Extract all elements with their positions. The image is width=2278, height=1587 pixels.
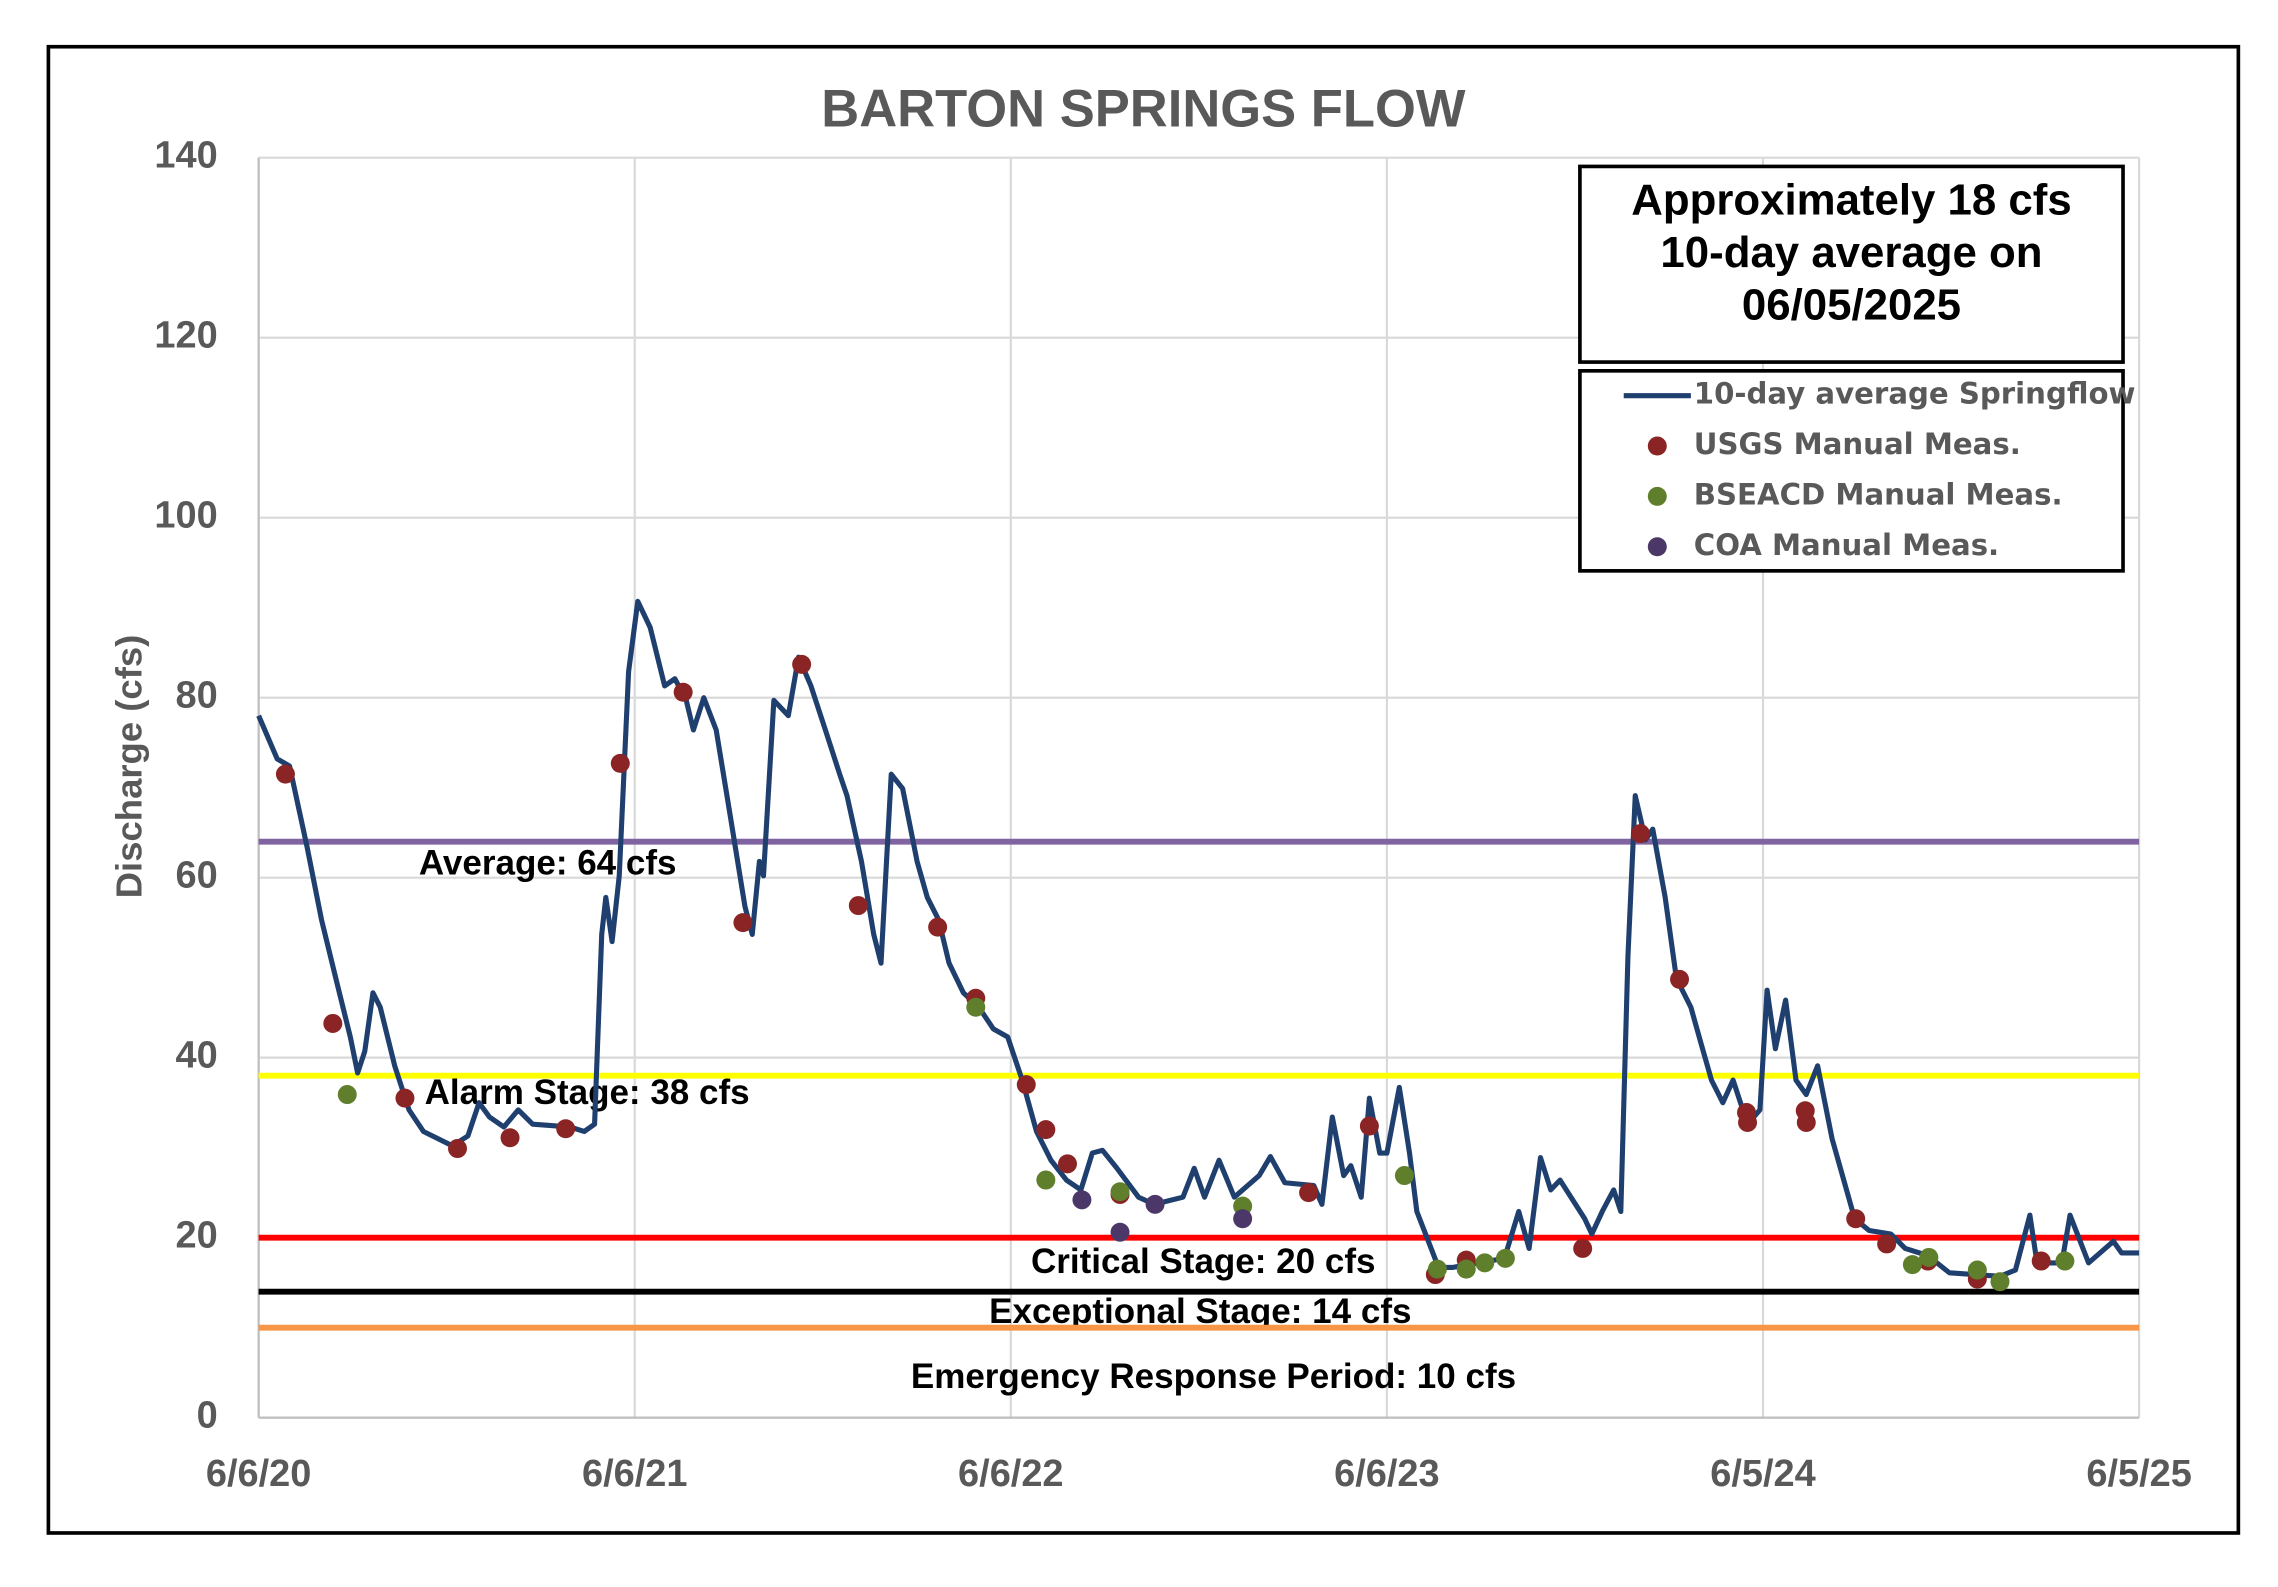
legend-label: BSEACD Manual Meas. — [1694, 477, 2063, 511]
annotation-box — [1578, 164, 2125, 364]
data-point — [1016, 1075, 1036, 1095]
data-point — [1036, 1170, 1056, 1190]
data-point — [323, 1013, 343, 1033]
data-point — [848, 896, 868, 916]
annotation-text: Approximately 18 cfs — [1631, 175, 2071, 224]
legend-swatch — [1647, 436, 1667, 456]
data-point — [500, 1128, 520, 1148]
data-point — [1630, 824, 1650, 844]
data-point — [1072, 1190, 1092, 1210]
y-tick-label: 40 — [176, 1035, 218, 1077]
data-point — [1057, 1154, 1077, 1174]
reference-label: Critical Stage: 20 cfs — [1031, 1242, 1375, 1281]
y-tick-label: 80 — [176, 675, 218, 717]
data-point — [395, 1088, 415, 1108]
data-point — [1877, 1234, 1897, 1254]
data-point — [1846, 1209, 1866, 1229]
data-point — [1573, 1238, 1593, 1258]
data-point — [275, 764, 295, 784]
data-point — [1456, 1259, 1476, 1279]
data-point — [1233, 1209, 1253, 1229]
x-tick-label: 6/6/22 — [958, 1453, 1063, 1495]
data-point — [1359, 1116, 1379, 1136]
data-point — [1796, 1112, 1816, 1132]
data-point — [792, 654, 812, 674]
data-point — [966, 997, 986, 1017]
x-tick-label: 6/6/23 — [1334, 1453, 1439, 1495]
y-tick-label: 140 — [154, 135, 217, 177]
y-tick-label: 100 — [154, 495, 217, 537]
data-point — [448, 1139, 467, 1159]
y-tick-label: 20 — [176, 1215, 218, 1257]
data-point — [1902, 1255, 1922, 1275]
data-point — [1299, 1183, 1319, 1203]
annotation-text: 10-day average on — [1660, 228, 2042, 277]
chart-title: BARTON SPRINGS FLOW — [821, 79, 1466, 138]
data-point — [1394, 1166, 1414, 1186]
data-point — [556, 1119, 576, 1139]
data-point — [733, 913, 753, 933]
data-point — [1738, 1112, 1758, 1132]
data-point — [2031, 1251, 2051, 1271]
x-tick-label: 6/6/21 — [582, 1453, 687, 1495]
data-point — [1110, 1182, 1130, 1202]
data-point — [337, 1085, 357, 1105]
data-point — [1990, 1272, 2010, 1292]
data-point — [2055, 1251, 2075, 1271]
legend-label: USGS Manual Meas. — [1694, 427, 2021, 461]
legend-box — [1578, 369, 2125, 573]
x-tick-label: 6/5/24 — [1710, 1453, 1815, 1495]
legend-label: COA Manual Meas. — [1694, 528, 1999, 562]
reference-label: Exceptional Stage: 14 cfs — [989, 1292, 1411, 1331]
legend-label: 10-day average Springflow — [1694, 377, 2136, 411]
data-point — [1427, 1259, 1447, 1279]
y-tick-label: 60 — [176, 855, 218, 897]
legend-swatch — [1647, 486, 1667, 506]
x-tick-label: 6/6/20 — [206, 1453, 311, 1495]
data-point — [1110, 1222, 1130, 1242]
y-axis-label: Discharge (cfs) — [108, 635, 149, 899]
data-point — [610, 753, 630, 773]
reference-label: Alarm Stage: 38 cfs — [425, 1073, 750, 1112]
y-tick-label: 120 — [154, 315, 217, 357]
data-point — [1145, 1194, 1165, 1214]
data-point — [1919, 1247, 1939, 1267]
y-tick-label: 0 — [197, 1395, 218, 1437]
legend-swatch — [1647, 537, 1667, 557]
data-point — [673, 682, 693, 702]
data-point — [1036, 1120, 1056, 1140]
reference-label: Average: 64 cfs — [419, 843, 677, 882]
reference-label: Emergency Response Period: 10 cfs — [911, 1357, 1516, 1396]
data-point — [1670, 969, 1690, 989]
annotation-text: 06/05/2025 — [1742, 281, 1961, 330]
x-tick-label: 6/5/25 — [2086, 1453, 2191, 1495]
data-point — [1475, 1253, 1495, 1273]
data-point — [1495, 1248, 1515, 1268]
data-point — [1967, 1260, 1987, 1280]
data-point — [928, 917, 948, 937]
